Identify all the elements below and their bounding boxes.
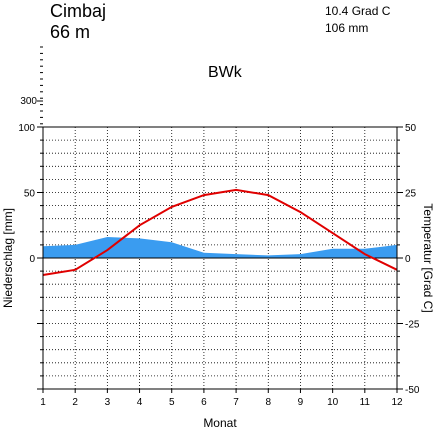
x-tick-label: 8 bbox=[265, 397, 271, 408]
left-axis-title: Niederschlag [mm] bbox=[1, 208, 15, 308]
precipitation-area bbox=[43, 237, 397, 258]
station-elevation: 66 m bbox=[50, 22, 90, 42]
upper-scale-label: 300 bbox=[20, 96, 37, 107]
x-tick-label: 12 bbox=[391, 397, 403, 408]
right-axis-title: Temperatur [Grad C] bbox=[421, 203, 435, 312]
x-tick-label: 2 bbox=[72, 397, 78, 408]
right-tick-label: -25 bbox=[405, 320, 420, 331]
x-tick-label: 4 bbox=[137, 397, 143, 408]
upper-scale-ticks bbox=[37, 46, 43, 125]
x-tick-label: 10 bbox=[327, 397, 339, 408]
x-tick-label: 7 bbox=[233, 397, 239, 408]
x-tick-label: 3 bbox=[105, 397, 111, 408]
axes bbox=[37, 126, 403, 393]
x-axis-title: Monat bbox=[203, 416, 237, 430]
mean-temperature: 10.4 Grad C bbox=[325, 4, 391, 18]
temperature-line bbox=[42, 188, 398, 276]
left-tick-label: 50 bbox=[24, 189, 36, 200]
x-tick-label: 6 bbox=[201, 397, 207, 408]
data-series bbox=[42, 188, 398, 276]
left-tick-label: 0 bbox=[29, 254, 35, 265]
x-tick-label: 1 bbox=[40, 397, 46, 408]
x-tick-label: 11 bbox=[360, 397, 371, 408]
climate-class: BWk bbox=[208, 64, 243, 81]
right-tick-label: 25 bbox=[405, 189, 417, 200]
annual-precipitation: 106 mm bbox=[325, 21, 368, 35]
station-name: Cimbaj bbox=[50, 1, 106, 21]
x-tick-label: 5 bbox=[169, 397, 175, 408]
x-tick-label: 9 bbox=[298, 397, 304, 408]
left-tick-label: 100 bbox=[18, 123, 35, 134]
right-tick-label: -50 bbox=[405, 385, 420, 396]
right-tick-label: 50 bbox=[405, 123, 417, 134]
right-tick-label: 0 bbox=[405, 254, 411, 265]
